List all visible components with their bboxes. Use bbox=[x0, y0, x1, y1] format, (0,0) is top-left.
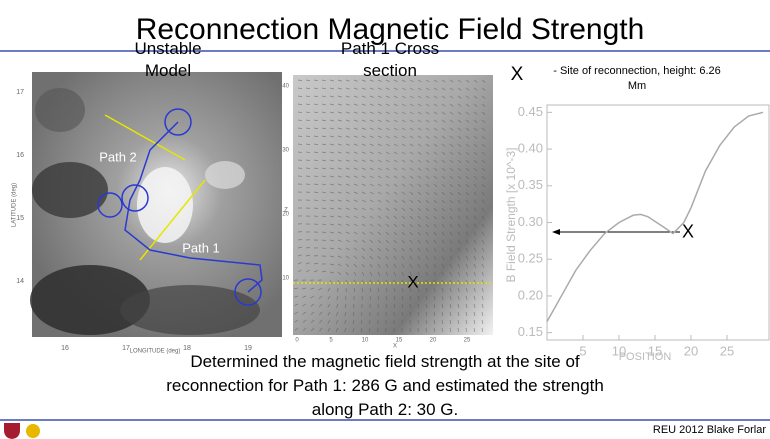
x-tick-label: 20 bbox=[684, 343, 698, 358]
field-arrow bbox=[298, 136, 302, 137]
legend-text: Mm bbox=[628, 80, 646, 92]
arrow-head bbox=[552, 229, 560, 235]
logo-sun bbox=[26, 424, 40, 438]
x-axis-label: X bbox=[393, 344, 397, 350]
y-axis-label: Z bbox=[284, 208, 288, 214]
footer: REU 2012 Blake Forlar bbox=[653, 424, 766, 436]
legend-symbol: X bbox=[511, 64, 524, 85]
y-tick-label: 40 bbox=[282, 84, 289, 90]
x-tick-label: 5 bbox=[329, 338, 333, 344]
site-marker: X bbox=[407, 272, 418, 291]
legend-text: - Site of reconnection, height: 6.26 bbox=[553, 65, 721, 77]
y-axis-label: LATITUDE (deg) bbox=[12, 183, 18, 227]
y-tick-label: 16 bbox=[16, 152, 24, 159]
y-tick-label: 0.45 bbox=[518, 104, 543, 119]
y-tick-label: 14 bbox=[16, 278, 24, 285]
x-tick-label: 10 bbox=[362, 338, 369, 344]
y-tick-label: 0.20 bbox=[518, 287, 543, 302]
field-arrow bbox=[314, 208, 318, 209]
x-axis-label: POSITION bbox=[619, 351, 672, 363]
slide: Reconnection Magnetic Field Strength 161… bbox=[0, 0, 770, 439]
line bbox=[547, 112, 763, 321]
x-tick-label: 16 bbox=[61, 345, 69, 352]
y-tick-label: 0.35 bbox=[518, 177, 543, 192]
panel-title: Unstable Model bbox=[118, 38, 218, 82]
logo-shield bbox=[4, 423, 20, 439]
x-tick-label: 20 bbox=[430, 338, 437, 344]
y-tick-label: 30 bbox=[282, 148, 289, 154]
cross-section bbox=[293, 75, 493, 335]
magnetogram bbox=[10, 68, 290, 338]
y-axis-label: B Field Strength [x 10^-3] bbox=[504, 147, 518, 282]
y-tick-label: 0.40 bbox=[518, 141, 543, 156]
panel-title: Path 1 Cross section bbox=[315, 38, 465, 82]
path-label: Path 1 bbox=[182, 240, 220, 255]
y-tick-label: 17 bbox=[16, 89, 24, 96]
y-tick-label: 10 bbox=[282, 276, 289, 282]
x-tick-label: 25 bbox=[464, 338, 471, 344]
chart-annotation: X bbox=[682, 222, 694, 242]
y-tick-label: 0.25 bbox=[518, 251, 543, 266]
caption: Determined the magnetic field strength a… bbox=[160, 350, 610, 422]
y-tick-label: 0.15 bbox=[518, 324, 543, 339]
y-tick-label: 0.30 bbox=[518, 214, 543, 229]
x-tick-label: 25 bbox=[720, 343, 734, 358]
path-label: Path 2 bbox=[99, 149, 137, 164]
x-tick-label: 0 bbox=[295, 338, 299, 344]
